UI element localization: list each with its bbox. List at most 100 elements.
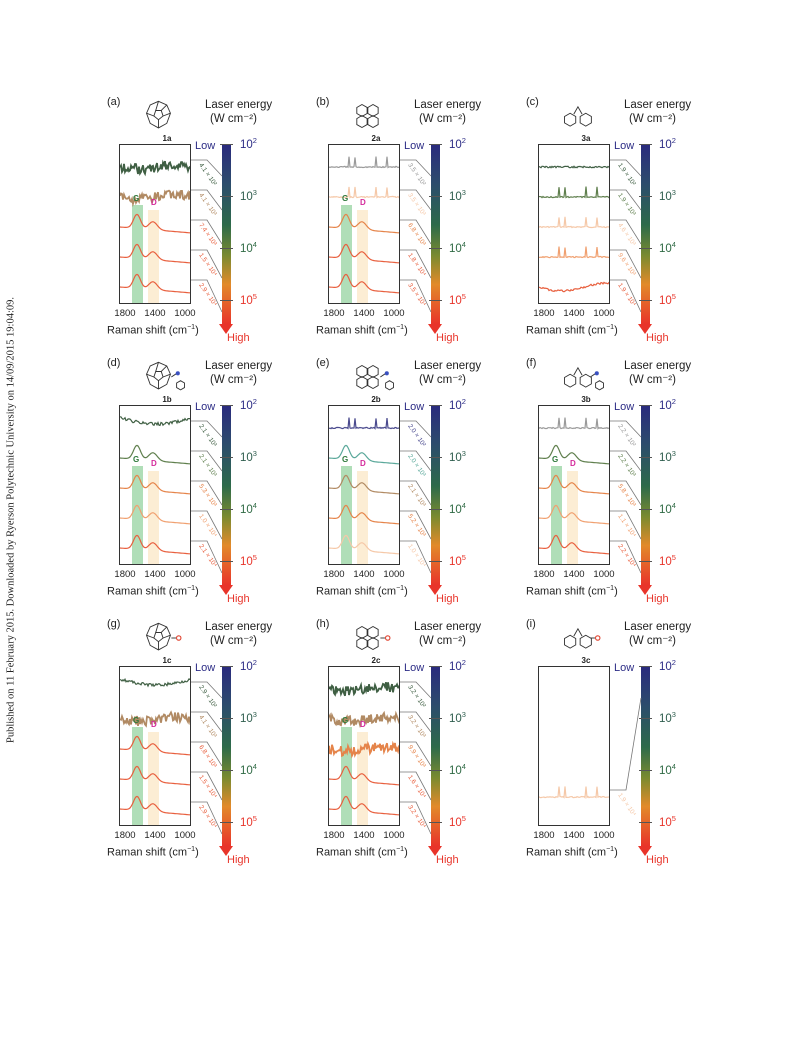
compound-id: 1b — [162, 395, 172, 404]
laser-energy-title: Laser energy (W cm⁻²) — [205, 359, 315, 387]
scale-tick-exponent: 3 — [671, 188, 676, 197]
scale-tick-label: 104 — [449, 762, 466, 777]
power-connector-line — [400, 219, 432, 245]
x-tick-label: 1000 — [593, 308, 615, 319]
x-axis-label: Raman shift (cm−1) — [526, 846, 618, 859]
x-axis-label-exponent: −1 — [396, 585, 405, 592]
d-band-label: D — [360, 720, 366, 729]
power-connectors — [610, 697, 642, 791]
spectrum-curve — [120, 504, 190, 525]
scale-tick — [429, 666, 442, 667]
x-tick-label: 1000 — [174, 308, 196, 319]
scale-tick-exponent: 4 — [252, 501, 257, 510]
x-tick-label: 1000 — [174, 830, 196, 841]
spectrum-svg — [120, 159, 190, 303]
download-notice: Published on 11 February 2015. Downloade… — [4, 200, 18, 840]
panel-label: (f) — [526, 357, 537, 369]
scale-tick-exponent: 4 — [671, 240, 676, 249]
scale-tick-exponent: 3 — [671, 710, 676, 719]
scale-tick-label: 103 — [659, 188, 676, 203]
power-connector-line — [191, 189, 223, 211]
power-connector-line — [610, 249, 642, 279]
power-connector-line — [610, 510, 642, 540]
scale-tick-label: 105 — [449, 814, 466, 829]
spectrum-curve — [120, 273, 190, 294]
corannulene-icon — [146, 100, 171, 129]
fluorene-icon — [564, 105, 592, 127]
low-label: Low — [404, 140, 425, 152]
spectrum-curve — [329, 243, 399, 264]
scale-tick-label: 102 — [449, 397, 466, 412]
x-axis-label-exponent: −1 — [187, 324, 196, 331]
high-arrow-icon — [428, 846, 442, 856]
power-connector-line — [191, 450, 223, 472]
spectrum-curve — [329, 444, 399, 465]
spectrum-plot — [538, 144, 610, 304]
scale-tick-label: 102 — [449, 658, 466, 673]
x-tick-label: 1800 — [114, 569, 136, 580]
spectrum-svg — [539, 165, 609, 293]
d-band-label: D — [360, 198, 366, 207]
d-band-label: D — [360, 459, 366, 468]
laser-energy-line1: Laser energy — [414, 360, 482, 372]
scale-tick — [429, 457, 442, 458]
x-axis-label: Raman shift (cm−1) — [107, 324, 199, 337]
g-band-label: G — [133, 716, 140, 725]
x-tick-label: 1400 — [563, 830, 585, 841]
x-axis-label-exponent: −1 — [606, 585, 615, 592]
scale-tick-exponent: 2 — [671, 136, 676, 145]
scale-tick-label: 102 — [659, 136, 676, 151]
laser-energy-title: Laser energy (W cm⁻²) — [624, 98, 734, 126]
high-label: High — [646, 593, 669, 605]
d-band — [148, 471, 159, 564]
power-connector-line — [610, 480, 642, 506]
x-axis-label-exponent: −1 — [396, 846, 405, 853]
spectrum-curve — [539, 165, 609, 169]
scale-tick — [220, 770, 233, 771]
scale-tick — [639, 248, 652, 249]
compound-id: 3c — [581, 656, 591, 665]
x-tick-label: 1400 — [353, 569, 375, 580]
x-axis-label: Raman shift (cm−1) — [316, 324, 408, 337]
scale-tick-exponent: 5 — [461, 814, 466, 823]
scale-tick — [639, 509, 652, 510]
pyrene-ketone-icon — [356, 625, 391, 651]
x-tick-label: 1400 — [353, 830, 375, 841]
spectrum-curve — [539, 444, 609, 465]
g-band-label: G — [133, 194, 140, 203]
scale-tick — [639, 405, 652, 406]
high-arrow-icon — [638, 585, 652, 595]
g-band-label: G — [342, 716, 349, 725]
spectrum-curve — [120, 765, 190, 786]
x-axis-label-exponent: −1 — [396, 324, 405, 331]
spectrum-curve — [539, 246, 609, 259]
spectrum-curve — [329, 681, 399, 698]
laser-energy-line1: Laser energy — [414, 99, 482, 111]
scale-tick-label: 102 — [659, 658, 676, 673]
laser-energy-bar — [431, 144, 440, 324]
x-tick-label: 1000 — [174, 569, 196, 580]
laser-energy-line1: Laser energy — [624, 99, 692, 111]
power-connectors — [610, 420, 642, 574]
power-connectors — [400, 681, 432, 835]
x-tick-label: 1800 — [114, 830, 136, 841]
scale-tick — [220, 561, 233, 562]
pyrene-imine-icon — [356, 364, 394, 391]
power-connector-line — [400, 681, 432, 699]
d-band — [148, 732, 159, 825]
d-band-label: D — [151, 459, 157, 468]
x-tick-label: 1000 — [383, 308, 405, 319]
pyrene-icon — [356, 103, 379, 129]
power-connector-line — [610, 189, 642, 211]
spectrum-curve — [120, 735, 190, 756]
power-connector-line — [610, 279, 642, 313]
g-band-label: G — [342, 455, 349, 464]
scale-tick-label: 105 — [449, 553, 466, 568]
scale-tick — [429, 509, 442, 510]
power-connector-line — [191, 741, 223, 767]
x-axis-label-exponent: −1 — [606, 846, 615, 853]
scale-tick — [639, 561, 652, 562]
scale-tick-exponent: 5 — [252, 814, 257, 823]
laser-energy-unit: (W cm⁻²) — [419, 635, 466, 647]
power-connector-line — [191, 801, 223, 835]
